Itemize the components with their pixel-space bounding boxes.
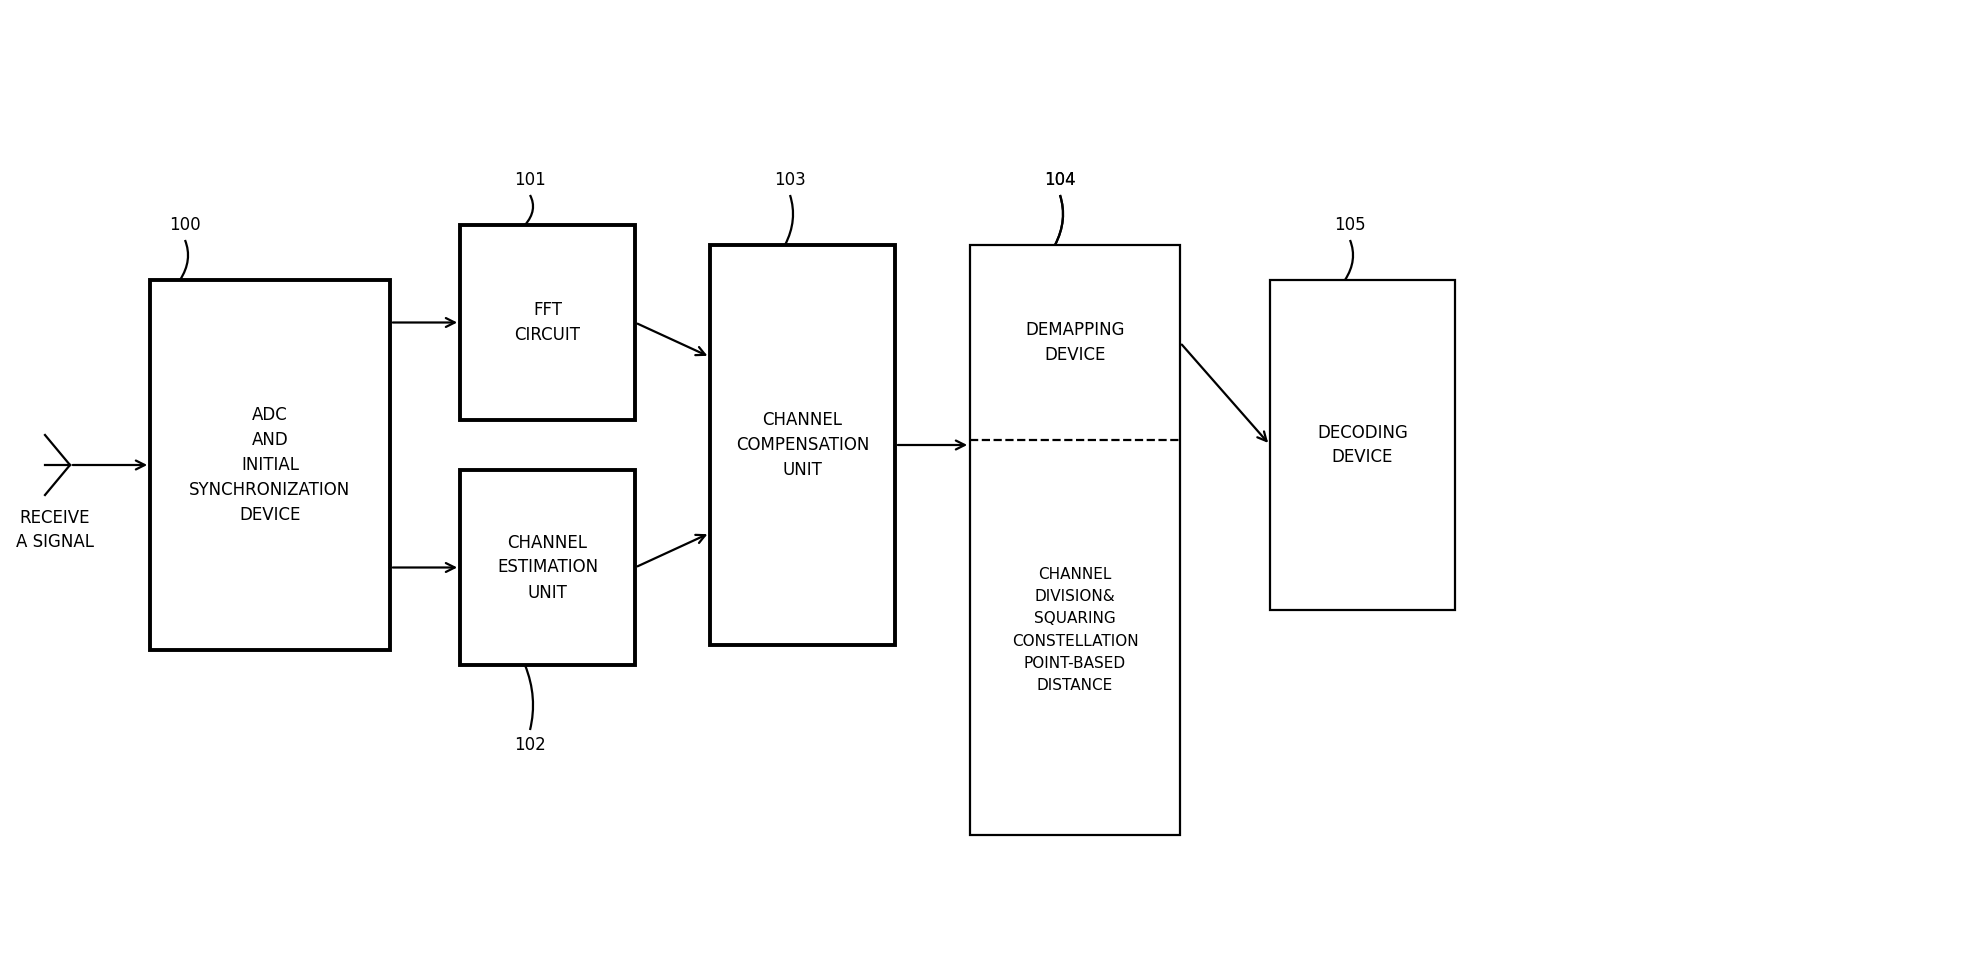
Text: CHANNEL
ESTIMATION
UNIT: CHANNEL ESTIMATION UNIT — [497, 533, 597, 601]
Bar — [459, 225, 635, 420]
Text: 101: 101 — [514, 171, 546, 189]
Bar — [970, 245, 1181, 835]
Text: FFT
CIRCUIT: FFT CIRCUIT — [514, 301, 581, 344]
Text: 105: 105 — [1334, 216, 1366, 234]
Text: ADC
AND
INITIAL
SYNCHRONIZATION
DEVICE: ADC AND INITIAL SYNCHRONIZATION DEVICE — [189, 406, 351, 524]
Bar — [150, 280, 390, 650]
Text: RECEIVE
A SIGNAL: RECEIVE A SIGNAL — [16, 509, 95, 551]
Text: DECODING
DEVICE: DECODING DEVICE — [1317, 423, 1407, 466]
Text: CHANNEL
DIVISION&
SQUARING
CONSTELLATION
POINT-BASED
DISTANCE: CHANNEL DIVISION& SQUARING CONSTELLATION… — [1011, 567, 1139, 693]
Bar — [710, 245, 895, 645]
Text: DEMAPPING
DEVICE: DEMAPPING DEVICE — [1025, 321, 1125, 364]
Text: 103: 103 — [775, 171, 806, 189]
Bar — [1269, 280, 1455, 610]
Text: CHANNEL
COMPENSATION
UNIT: CHANNEL COMPENSATION UNIT — [735, 411, 869, 479]
Text: 100: 100 — [170, 216, 201, 234]
Bar — [459, 470, 635, 665]
Text: 104: 104 — [1045, 171, 1076, 189]
Text: 104: 104 — [1045, 171, 1076, 189]
Text: 102: 102 — [514, 736, 546, 754]
